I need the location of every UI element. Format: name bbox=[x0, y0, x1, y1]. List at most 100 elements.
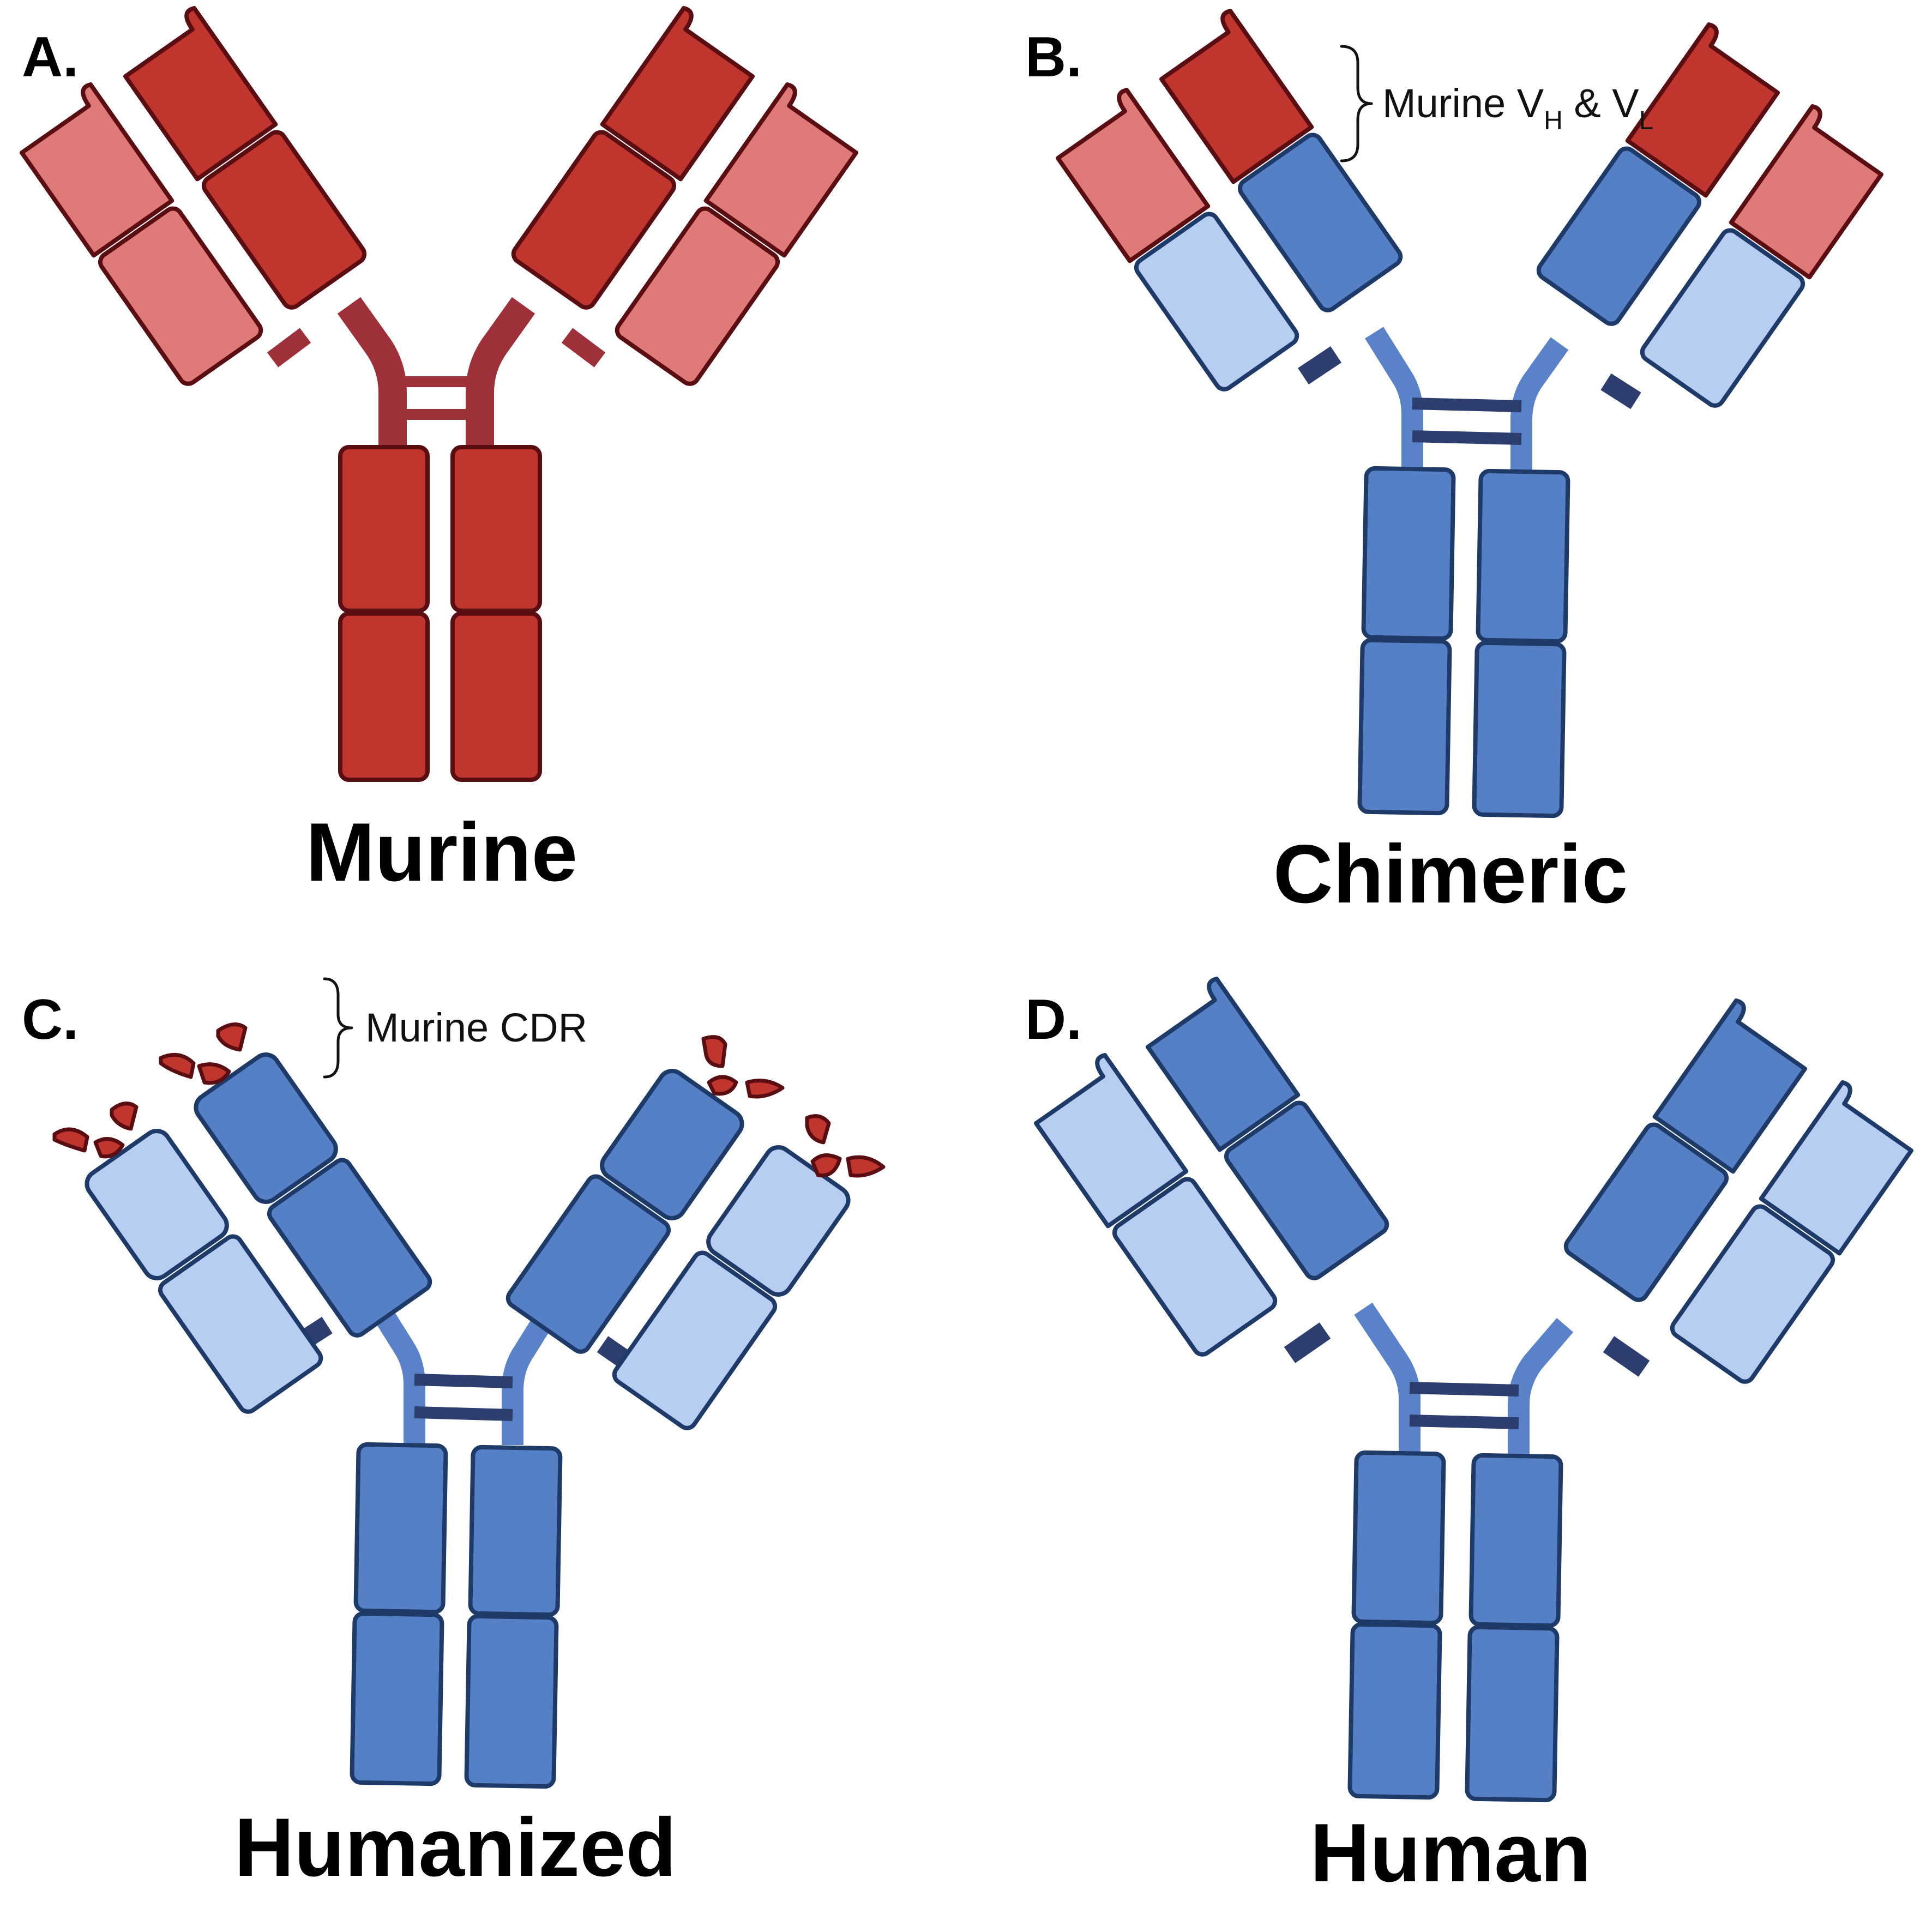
panel-letter-a: A. bbox=[22, 26, 79, 89]
cdr-loop bbox=[810, 1153, 842, 1178]
cdr-loop bbox=[846, 1155, 886, 1178]
murine-heavy-hinge-right bbox=[466, 297, 535, 447]
chimeric-heavy-chain-right bbox=[1536, 22, 1780, 326]
humanized-heavy-constant-domain bbox=[267, 1158, 432, 1338]
murine-heavy-variable-domain bbox=[1625, 22, 1780, 198]
human-heavy-constant-domain bbox=[1563, 1122, 1729, 1302]
murine-chain-linker bbox=[267, 328, 311, 368]
chimeric-light-chain-left bbox=[1056, 88, 1299, 392]
humanized-fc-domain bbox=[353, 1442, 448, 1615]
human-heavy-variable-domain bbox=[1146, 977, 1301, 1152]
murine-light-constant-domain bbox=[98, 206, 263, 386]
cdr-loop bbox=[159, 1052, 196, 1079]
murine-heavy-variable-domain bbox=[1159, 9, 1314, 184]
humanized-heavy-variable-domain bbox=[194, 1052, 338, 1204]
humanized-light-chain-left bbox=[85, 1129, 323, 1414]
chimeric-fc-domain bbox=[1472, 640, 1567, 818]
murine-heavy-chain-right bbox=[511, 6, 755, 310]
chimeric-heavy-chain-left bbox=[1159, 9, 1403, 312]
murine-light-chain-right bbox=[615, 82, 858, 386]
murine-fc-domain bbox=[450, 611, 542, 782]
murine-light-variable-domain bbox=[20, 82, 174, 258]
panel-a-murine: A. Murine bbox=[20, 6, 858, 899]
human-light-variable-domain bbox=[1759, 1080, 1913, 1256]
humanized-disulfide-bond bbox=[414, 1406, 513, 1421]
human-heavy-constant-domain bbox=[1237, 133, 1403, 312]
human-light-chain-right bbox=[1670, 1080, 1913, 1384]
murine-light-variable-domain bbox=[703, 82, 858, 258]
humanized-disulfide-bond bbox=[414, 1374, 513, 1388]
chimeric-light-chain-right bbox=[1640, 104, 1883, 408]
murine-fc-domain bbox=[338, 445, 430, 613]
human-disulfide-bond bbox=[1409, 1415, 1519, 1429]
chimeric-heavy-hinge-left bbox=[1365, 327, 1423, 474]
human-heavy-variable-domain bbox=[1652, 998, 1807, 1174]
humanized-fc-domain bbox=[350, 1611, 444, 1786]
human-light-constant-domain bbox=[1670, 1204, 1835, 1384]
human-fc-domain bbox=[1465, 1624, 1560, 1803]
human-fc-domain bbox=[1468, 1453, 1563, 1628]
cdr-loop bbox=[216, 1022, 248, 1052]
panel-d-human: D. Human bbox=[1025, 977, 1913, 1899]
cdr-loop bbox=[745, 1079, 785, 1099]
murine-fc-domain bbox=[450, 445, 542, 613]
cdr-loop bbox=[197, 1062, 231, 1085]
humanized-heavy-constant-domain bbox=[505, 1174, 671, 1354]
panel-letter-d: D. bbox=[1025, 988, 1082, 1051]
murine-heavy-constant-domain bbox=[201, 130, 367, 310]
murine-heavy-variable-domain bbox=[123, 6, 278, 182]
human-fc-domain bbox=[1351, 1450, 1446, 1626]
panel-c-humanized: C. bbox=[22, 977, 886, 1894]
human-light-constant-domain bbox=[1640, 228, 1805, 408]
humanized-fc-domain bbox=[464, 1614, 559, 1789]
murine-light-variable-domain bbox=[1056, 88, 1211, 263]
chimeric-fc-domain bbox=[1357, 637, 1452, 816]
murine-chain-linker bbox=[561, 328, 606, 368]
human-chain-linker bbox=[1284, 1322, 1331, 1363]
murine-variable-brace bbox=[1340, 45, 1373, 162]
human-heavy-chain-left bbox=[1146, 977, 1389, 1280]
human-heavy-chain-right bbox=[1563, 998, 1807, 1302]
human-light-constant-domain bbox=[1134, 212, 1299, 392]
panel-letter-c: C. bbox=[22, 988, 79, 1051]
murine-fc-domain bbox=[338, 611, 430, 782]
human-light-chain-left bbox=[1034, 1053, 1278, 1357]
human-heavy-constant-domain bbox=[1536, 146, 1702, 326]
humanized-heavy-chain-left bbox=[194, 1052, 432, 1338]
humanized-heavy-chain-right bbox=[505, 1069, 744, 1354]
cdr-loop bbox=[110, 1102, 139, 1131]
panel-b-chimeric: B. Murine VH & VL Chimeric bbox=[1025, 9, 1883, 920]
murine-heavy-variable-domain bbox=[600, 6, 755, 182]
chimeric-chain-linker bbox=[1298, 346, 1341, 384]
chimeric-fc-domain bbox=[1361, 466, 1456, 641]
panel-title-chimeric: Chimeric bbox=[1273, 828, 1628, 920]
human-light-variable-domain bbox=[1034, 1053, 1189, 1229]
human-light-constant-domain bbox=[1112, 1177, 1278, 1357]
annotation-murine-vh-vl: Murine VH & VL bbox=[1382, 81, 1653, 135]
cdr-loop bbox=[805, 1114, 831, 1145]
murine-cdr-loops bbox=[52, 1022, 886, 1178]
humanized-light-constant-domain bbox=[158, 1234, 323, 1414]
murine-light-variable-domain bbox=[1729, 104, 1883, 280]
humanized-heavy-hinge-left bbox=[367, 1297, 425, 1445]
murine-cdr-brace bbox=[323, 977, 353, 1079]
humanized-fc-domain bbox=[468, 1445, 563, 1617]
murine-heavy-constant-domain bbox=[511, 130, 677, 310]
murine-light-chain-left bbox=[20, 82, 263, 386]
panel-title-murine: Murine bbox=[306, 806, 577, 899]
cdr-loop bbox=[701, 1035, 727, 1068]
chimeric-disulfide-bond bbox=[1412, 398, 1522, 412]
chimeric-disulfide-bond bbox=[1412, 430, 1522, 445]
humanized-heavy-hinge-right bbox=[502, 1303, 560, 1445]
humanized-light-variable-domain bbox=[85, 1129, 229, 1280]
cdr-loop bbox=[93, 1137, 125, 1159]
humanized-heavy-variable-domain bbox=[600, 1069, 744, 1220]
murine-light-constant-domain bbox=[615, 206, 780, 386]
annotation-murine-cdr: Murine CDR bbox=[365, 1005, 587, 1050]
panel-title-human: Human bbox=[1310, 1807, 1591, 1899]
chimeric-heavy-hinge-right bbox=[1510, 337, 1569, 480]
murine-heavy-chain-left bbox=[123, 6, 367, 310]
chimeric-fc-domain bbox=[1476, 468, 1570, 644]
panel-letter-b: B. bbox=[1025, 26, 1082, 89]
